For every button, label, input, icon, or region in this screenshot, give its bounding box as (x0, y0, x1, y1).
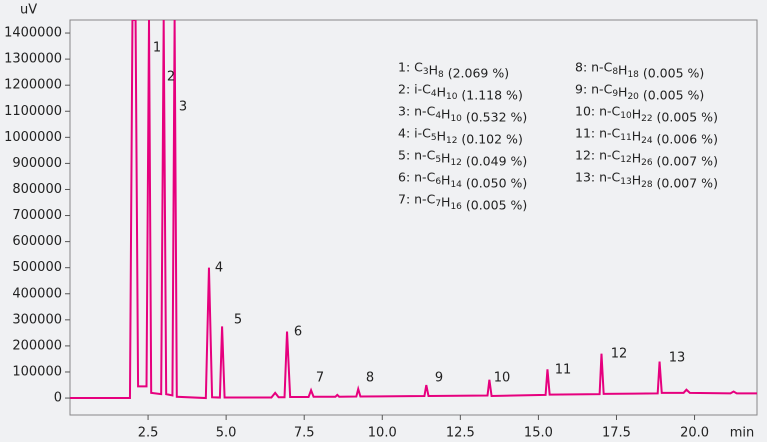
y-tick-label: 100000 (12, 364, 62, 379)
peak-label: 12 (611, 347, 628, 362)
y-tick-label: 1400000 (4, 26, 62, 41)
y-tick-label: 500000 (12, 260, 62, 275)
x-tick-label: 5.0 (216, 426, 237, 441)
peak-label: 6 (294, 325, 302, 340)
y-axis-label: uV (20, 3, 37, 18)
x-tick-label: 17.5 (602, 426, 631, 441)
plot-area (69, 19, 758, 416)
peak-label: 13 (669, 351, 686, 366)
peak-label: 2 (167, 70, 175, 85)
chromatogram-line (70, 20, 757, 400)
x-tick-label: 12.5 (446, 426, 475, 441)
y-tick-label: 400000 (12, 286, 62, 301)
peak-label: 1 (153, 41, 161, 56)
y-tick-label: 0 (54, 391, 62, 406)
peak-label: 10 (494, 371, 511, 386)
x-tick-label: 15.0 (524, 426, 553, 441)
peak-label: 5 (234, 313, 242, 328)
y-tick-label: 1200000 (4, 78, 62, 93)
y-tick-label: 900000 (12, 156, 62, 171)
peak-label: 4 (215, 261, 223, 276)
y-tick-label: 1100000 (4, 104, 62, 119)
x-tick-label: 20.0 (680, 426, 709, 441)
x-axis-label: min (730, 426, 755, 441)
y-tick-label: 200000 (12, 338, 62, 353)
peak-label: 9 (435, 371, 443, 386)
y-tick-label: 600000 (12, 234, 62, 249)
x-tick-label: 7.5 (294, 426, 315, 441)
peak-label: 3 (179, 100, 187, 115)
y-tick-label: 800000 (12, 182, 62, 197)
x-tick-label: 10.0 (368, 426, 397, 441)
y-tick-label: 1000000 (4, 130, 62, 145)
peak-label: 8 (366, 371, 374, 386)
x-tick-label: 2.5 (138, 426, 159, 441)
peak-label: 11 (555, 363, 572, 378)
y-tick-label: 300000 (12, 312, 62, 327)
y-tick-label: 700000 (12, 208, 62, 223)
y-tick-label: 1300000 (4, 52, 62, 67)
peak-label: 7 (316, 371, 324, 386)
